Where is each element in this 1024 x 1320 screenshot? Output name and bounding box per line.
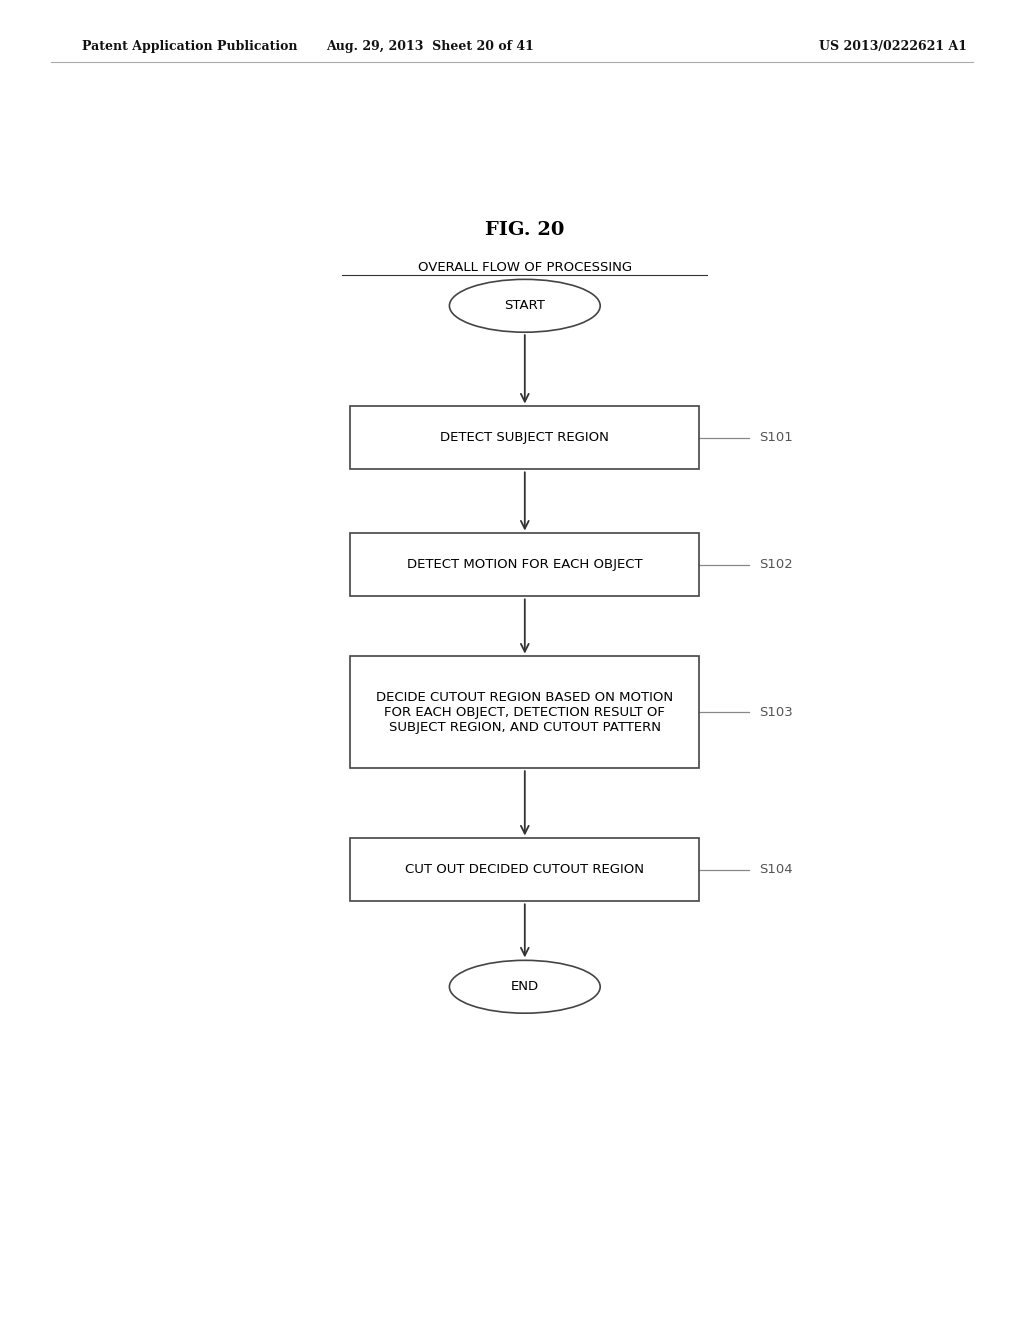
- Text: FIG. 20: FIG. 20: [485, 220, 564, 239]
- Text: DETECT SUBJECT REGION: DETECT SUBJECT REGION: [440, 432, 609, 445]
- FancyBboxPatch shape: [350, 838, 699, 902]
- Text: Patent Application Publication: Patent Application Publication: [82, 40, 297, 53]
- Text: S103: S103: [759, 706, 793, 719]
- FancyBboxPatch shape: [350, 656, 699, 768]
- Text: US 2013/0222621 A1: US 2013/0222621 A1: [819, 40, 968, 53]
- Text: S102: S102: [759, 558, 793, 572]
- Text: S104: S104: [759, 863, 793, 876]
- Text: END: END: [511, 981, 539, 993]
- Text: OVERALL FLOW OF PROCESSING: OVERALL FLOW OF PROCESSING: [418, 260, 632, 273]
- FancyBboxPatch shape: [350, 407, 699, 470]
- Text: Aug. 29, 2013  Sheet 20 of 41: Aug. 29, 2013 Sheet 20 of 41: [326, 40, 535, 53]
- Text: DETECT MOTION FOR EACH OBJECT: DETECT MOTION FOR EACH OBJECT: [407, 558, 643, 572]
- Text: START: START: [505, 300, 545, 313]
- Ellipse shape: [450, 280, 600, 333]
- Text: CUT OUT DECIDED CUTOUT REGION: CUT OUT DECIDED CUTOUT REGION: [406, 863, 644, 876]
- Text: S101: S101: [759, 432, 793, 445]
- FancyBboxPatch shape: [350, 533, 699, 597]
- Text: DECIDE CUTOUT REGION BASED ON MOTION
FOR EACH OBJECT, DETECTION RESULT OF
SUBJEC: DECIDE CUTOUT REGION BASED ON MOTION FOR…: [376, 690, 674, 734]
- Ellipse shape: [450, 961, 600, 1014]
